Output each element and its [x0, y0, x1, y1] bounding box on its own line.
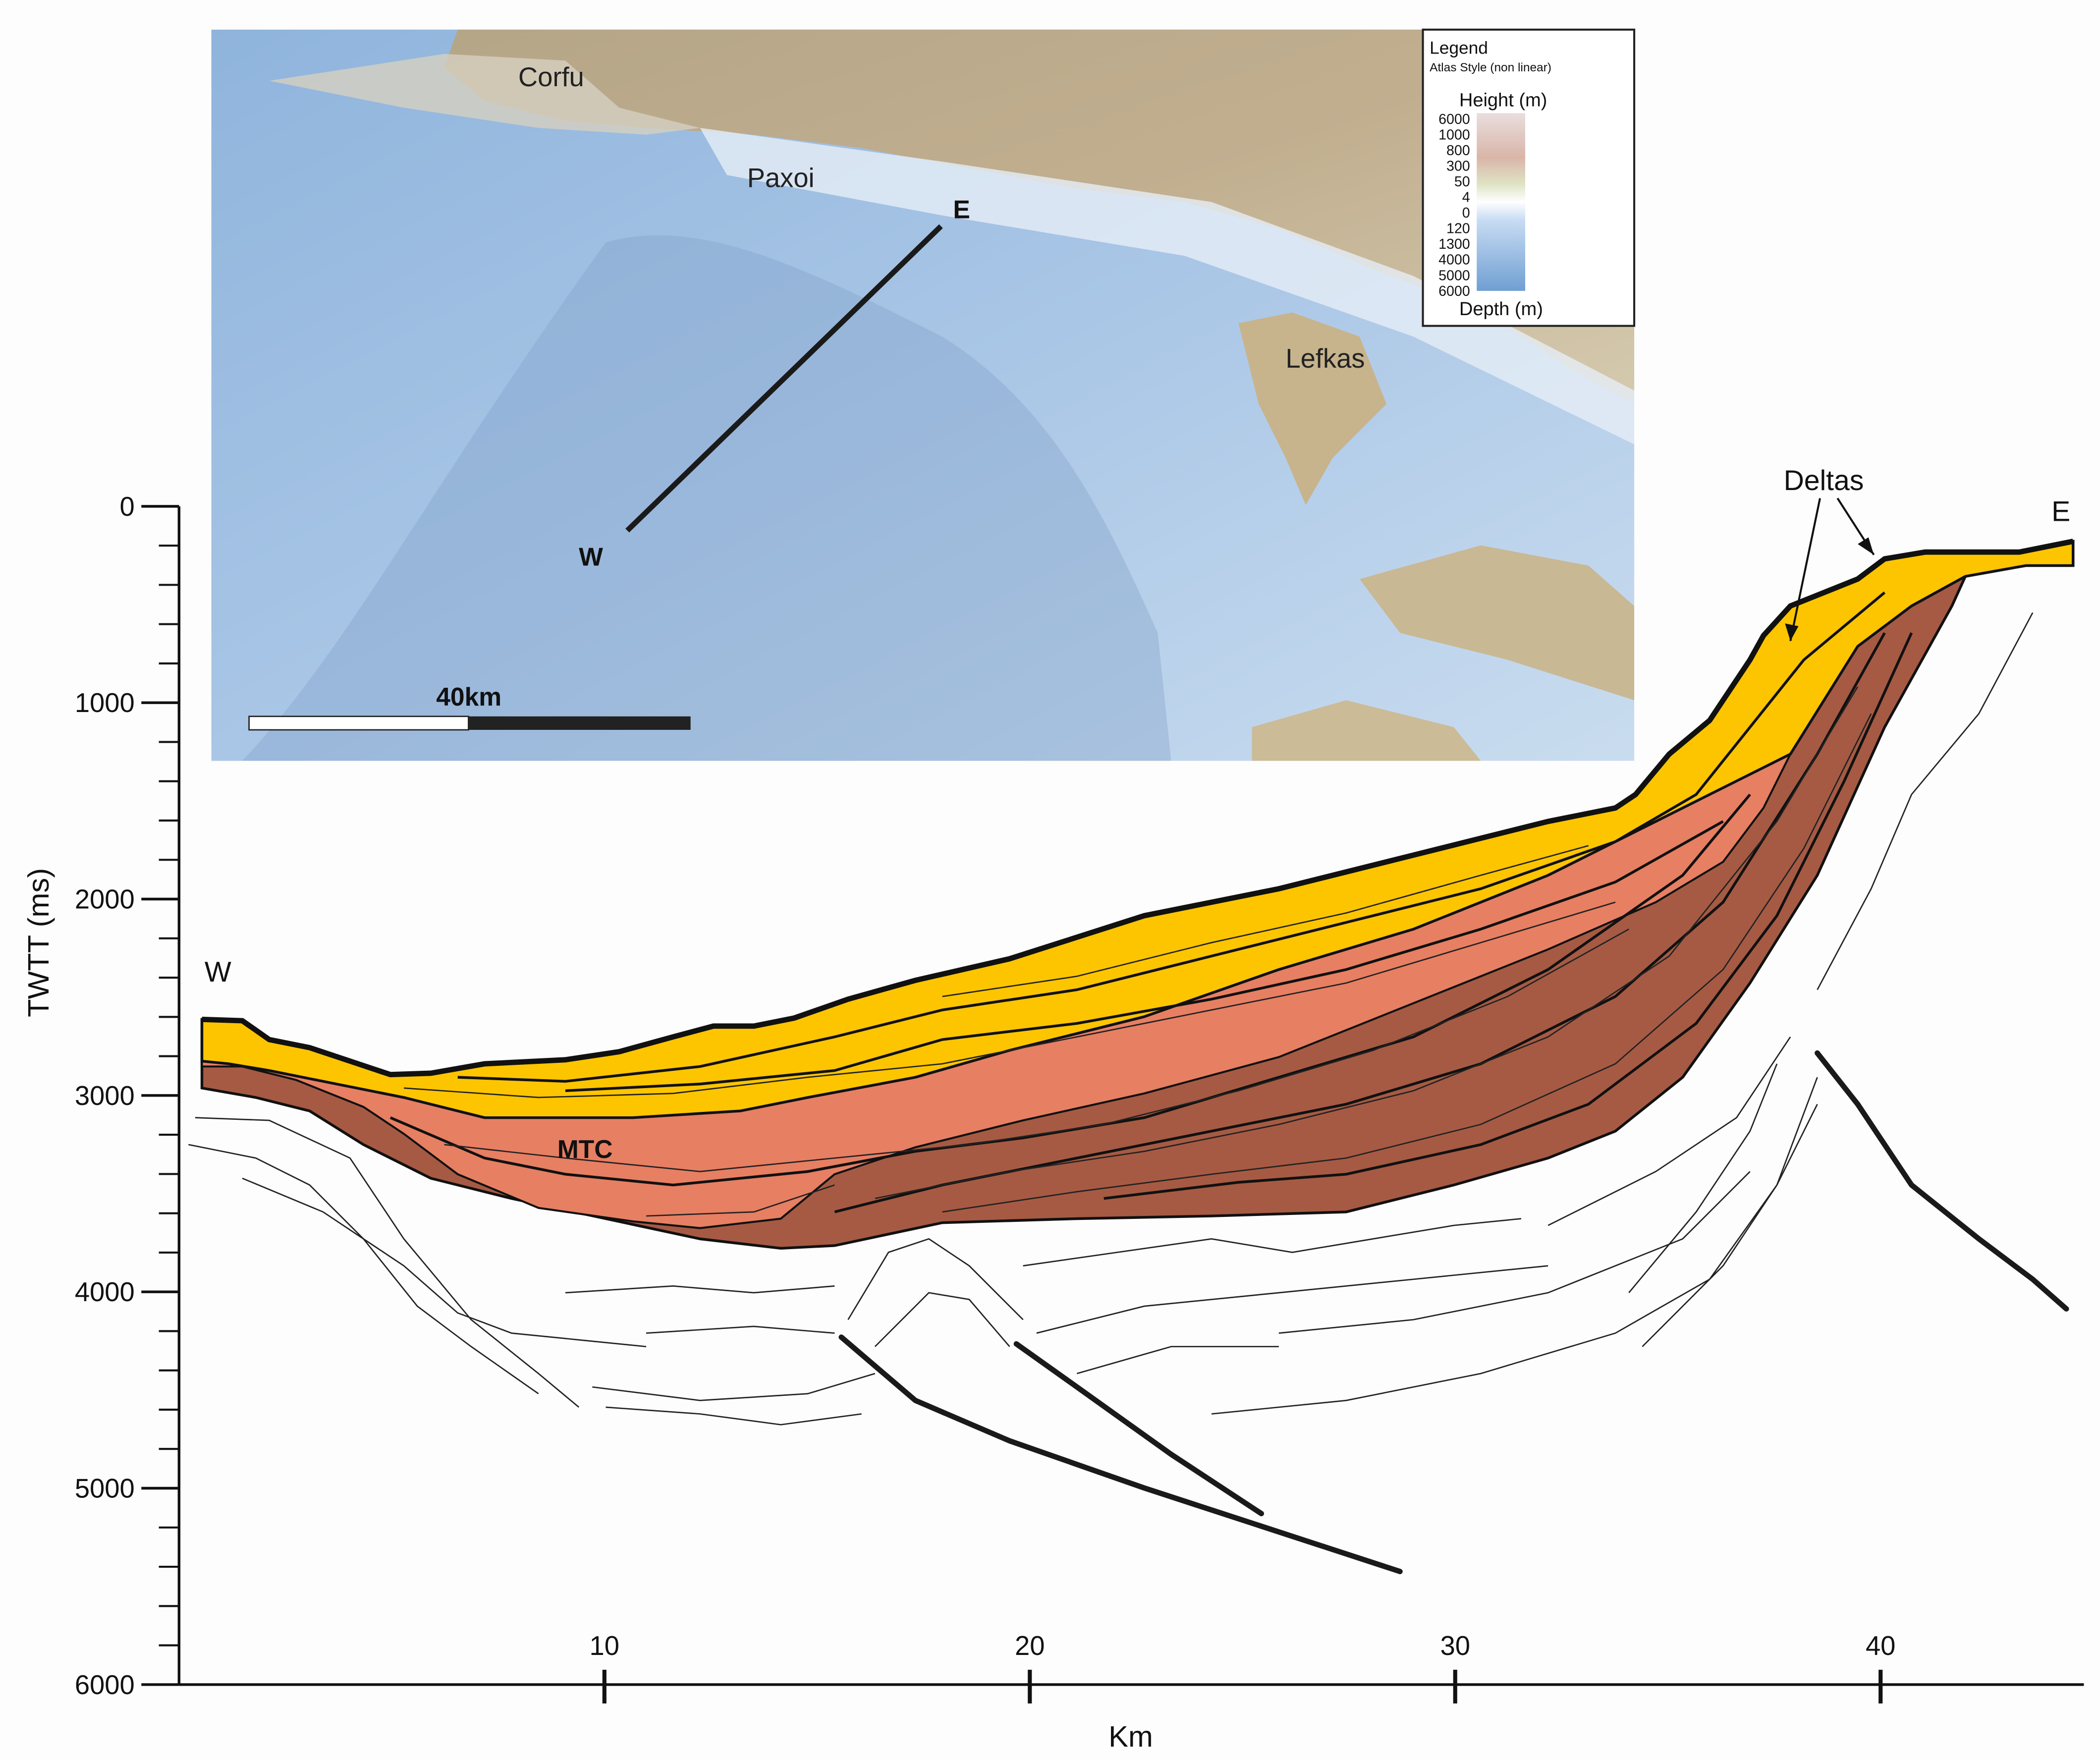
- legend-color-bar: [1477, 113, 1525, 291]
- mainland: [444, 29, 1635, 404]
- legend-scale-label: 1300: [1438, 236, 1470, 252]
- legend-subtitle: Atlas Style (non linear): [1430, 61, 1551, 74]
- y-tick-label: 1000: [75, 688, 135, 718]
- map-label: Corfu: [518, 62, 584, 92]
- trough: [242, 235, 1171, 761]
- legend-scale-label: 50: [1454, 174, 1470, 190]
- island: [1359, 545, 1635, 701]
- fault: [1815, 1050, 2069, 1312]
- legend-depth-label: Depth (m): [1459, 299, 1543, 320]
- shelf: [700, 128, 1635, 444]
- x-tick-label: 10: [590, 1631, 619, 1661]
- profile-line: [625, 224, 943, 533]
- y-tick-label: 4000: [75, 1277, 135, 1307]
- mtc-label: MTC: [557, 1135, 613, 1163]
- legend-scale-label: 4000: [1438, 252, 1470, 268]
- legend-scale-label: 5000: [1438, 268, 1470, 283]
- cross-section: W E Deltas MTC TWTT (ms) Km: [22, 465, 2084, 1753]
- section-label: E: [2051, 496, 2070, 528]
- island: [1252, 700, 1481, 761]
- seafloor: [202, 539, 2074, 1078]
- legend-title: Legend: [1430, 39, 1488, 58]
- basement-lines: [188, 612, 2034, 1426]
- map-label: W: [579, 542, 603, 571]
- reflectors: [389, 591, 1913, 1217]
- x-axis-title: Km: [1108, 1720, 1153, 1753]
- x-tick-label: 40: [1866, 1631, 1895, 1661]
- y-tick-label: 5000: [75, 1473, 135, 1503]
- legend-scale-label: 4: [1462, 190, 1470, 206]
- legend: Legend Atlas Style (non linear) Height (…: [1422, 28, 1636, 327]
- corfu-island: [269, 54, 700, 135]
- legend-scale-label: 0: [1462, 205, 1470, 221]
- legend-scale-label: 6000: [1438, 111, 1470, 127]
- map-inset: E W Corfu Paxoi Lefkas 40km Legend Atlas…: [211, 28, 1636, 761]
- section-label: W: [205, 956, 231, 988]
- legend-scale-label: 300: [1446, 159, 1470, 174]
- scale-bar-black: [468, 716, 691, 730]
- fault: [1013, 1341, 1264, 1517]
- legend-scale-label: 800: [1446, 143, 1470, 159]
- arrow-head: [1785, 537, 1874, 641]
- legend-scale-label: 6000: [1438, 283, 1470, 299]
- legend-scale-label: 1000: [1438, 127, 1470, 143]
- lefkas-island: [1238, 312, 1387, 505]
- map-label: E: [953, 195, 970, 223]
- y-tick-label: 3000: [75, 1081, 135, 1111]
- y-tick-label: 0: [119, 492, 134, 522]
- legend-height-label: Height (m): [1459, 90, 1547, 111]
- legend-box: [1422, 28, 1636, 327]
- x-tick-label: 20: [1015, 1631, 1045, 1661]
- scale-bar-white: [248, 715, 469, 731]
- map-label: Lefkas: [1285, 343, 1365, 374]
- legend-scale-label: 120: [1446, 221, 1470, 237]
- y-tick-label: 2000: [75, 884, 135, 915]
- y-tick-label: 6000: [75, 1670, 135, 1700]
- x-tick-label: 30: [1440, 1631, 1470, 1661]
- scale-bar-label: 40km: [436, 682, 501, 711]
- map-label: Paxoi: [747, 163, 815, 193]
- fault: [838, 1334, 1403, 1574]
- y-axis-title: TWTT (ms): [22, 868, 55, 1017]
- deltas-label: Deltas: [1784, 465, 1864, 496]
